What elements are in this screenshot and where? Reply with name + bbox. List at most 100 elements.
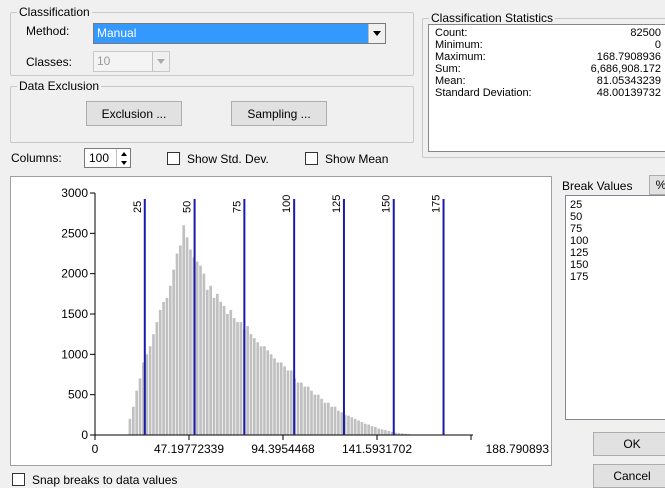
x-tick-label: 188.790893 (486, 442, 550, 456)
histogram-bar (320, 398, 323, 435)
data-exclusion-legend: Data Exclusion (17, 79, 102, 93)
break-label: 125 (331, 195, 343, 213)
break-value-item[interactable]: 25 (570, 199, 583, 211)
histogram-bar (202, 273, 206, 435)
break-label: 75 (231, 201, 243, 213)
histogram-bar (168, 285, 172, 435)
histogram-bar (279, 362, 283, 435)
method-value: Manual (94, 24, 368, 43)
histogram-bar (374, 426, 377, 435)
classification-group: Classification (10, 5, 414, 76)
histogram-bar (229, 309, 233, 435)
histogram-bar (337, 410, 340, 435)
histogram-bar (212, 297, 216, 435)
y-tick-label: 3000 (61, 186, 88, 200)
histogram-bar (172, 269, 175, 435)
histogram-bar (222, 305, 226, 435)
histogram-bar (249, 334, 253, 435)
x-tick-label: 141.5931702 (342, 442, 412, 456)
chevron-down-icon[interactable] (152, 52, 169, 71)
stat-row-std-dev: Standard Deviation: 48.00139732 (435, 87, 661, 99)
sampling-button[interactable]: Sampling ... (231, 101, 327, 126)
histogram-bar (397, 432, 401, 435)
show-std-dev-label: Show Std. Dev. (187, 152, 269, 166)
histogram-bar (326, 402, 330, 435)
histogram-bar (387, 430, 391, 435)
histogram-bar (256, 342, 260, 435)
histogram-chart[interactable]: 0 500 1000 1500 2000 2500 3000 0 47.19772339 94.3… (11, 177, 551, 465)
histogram-bar (300, 382, 303, 435)
x-tick-label: 94.3954468 (251, 442, 315, 456)
break-value-item[interactable]: 75 (570, 223, 583, 235)
stat-row-maximum: Maximum: 168.7908936 (435, 51, 661, 63)
histogram-bar (296, 382, 300, 435)
histogram-bar (316, 394, 320, 435)
histogram-bar (219, 301, 223, 435)
break-values-list[interactable]: 25 50 75 100 125 150 175 (565, 195, 665, 420)
break-label: 100 (281, 195, 293, 213)
break-label: 150 (381, 195, 393, 213)
histogram-bar (209, 285, 212, 435)
histogram-bar (273, 358, 276, 435)
histogram-bar (350, 417, 354, 435)
histogram-bar (357, 420, 360, 435)
histogram-bar (310, 390, 313, 435)
ok-button[interactable]: OK (593, 432, 665, 456)
histogram-bar (390, 431, 394, 435)
break-value-item[interactable]: 125 (570, 247, 589, 259)
histogram-bar (179, 245, 182, 435)
histogram-bar (138, 378, 142, 435)
statistics-panel: Count: 82500 Minimum: 0 Maximum: 168.790893… (428, 24, 665, 152)
histogram-bar (384, 430, 387, 435)
histogram-bar (199, 265, 202, 435)
cancel-button[interactable]: Cancel (593, 464, 665, 488)
histogram-bar (135, 390, 139, 435)
histogram-bar (232, 318, 236, 435)
stat-row-mean: Mean: 81.05343239 (435, 75, 661, 87)
histogram-bar (363, 423, 367, 435)
histogram-bar (333, 406, 337, 435)
y-tick-label: 500 (68, 388, 88, 402)
histogram-bar (343, 414, 347, 435)
histogram-bar (276, 362, 280, 435)
show-mean-checkbox[interactable] (305, 152, 318, 165)
histogram-bar (185, 237, 189, 435)
histogram-bar (158, 309, 162, 435)
histogram-bar (128, 418, 132, 435)
spin-up-icon[interactable] (117, 149, 130, 158)
stat-row-minimum: Minimum: 0 (435, 39, 661, 51)
break-values-header: Break Values (562, 179, 633, 193)
histogram-bar (289, 370, 293, 435)
spin-down-icon[interactable] (117, 158, 130, 167)
show-std-dev-checkbox[interactable] (167, 152, 180, 165)
histogram-bar (303, 386, 307, 435)
histogram-bar (377, 428, 381, 435)
histogram-bar (175, 253, 179, 435)
histogram-bar (283, 366, 286, 435)
histogram-bar (195, 261, 199, 435)
percent-button[interactable]: % (649, 175, 665, 195)
histogram-bar (216, 293, 219, 435)
chevron-down-icon[interactable] (368, 24, 385, 43)
columns-stepper[interactable]: 100 (84, 148, 131, 168)
histogram-bar (313, 394, 317, 435)
histogram-bar (142, 362, 145, 435)
break-label: 50 (182, 201, 194, 213)
histogram-bar (380, 429, 384, 435)
break-value-item[interactable]: 175 (570, 271, 589, 283)
histogram-bar (162, 301, 165, 435)
histogram-bar (253, 338, 256, 435)
classes-dropdown[interactable]: 10 (93, 51, 170, 72)
x-tick-label: 0 (92, 442, 99, 456)
break-value-item[interactable]: 150 (570, 259, 589, 271)
snap-breaks-checkbox[interactable] (12, 473, 25, 486)
break-value-item[interactable]: 50 (570, 211, 583, 223)
method-dropdown[interactable]: Manual (93, 23, 386, 44)
statistics-group: Classification Statistics (422, 11, 665, 158)
histogram-bar (360, 422, 364, 435)
histogram-panel[interactable]: 0 500 1000 1500 2000 2500 3000 0 47.19772339 94.3… (10, 176, 552, 466)
exclusion-button[interactable]: Exclusion ... (86, 101, 182, 126)
histogram-bar (155, 322, 159, 435)
break-value-item[interactable]: 100 (570, 235, 589, 247)
stat-row-count: Count: 82500 (435, 27, 661, 39)
